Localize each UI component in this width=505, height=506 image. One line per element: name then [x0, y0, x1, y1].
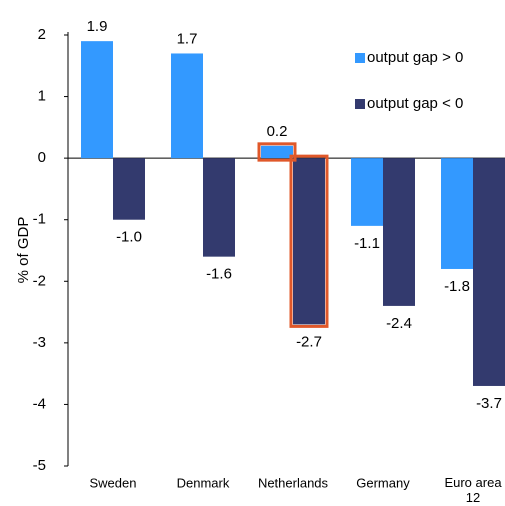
data-label: -3.7 — [476, 395, 502, 412]
bar — [293, 158, 325, 325]
y-tick-label: -5 — [33, 457, 46, 474]
y-tick-label: 0 — [38, 149, 46, 166]
data-label: -1.1 — [354, 235, 380, 252]
legend-swatch — [355, 99, 365, 109]
data-label: 0.2 — [267, 123, 288, 140]
legend-label: output gap > 0 — [367, 49, 463, 66]
y-tick-label: -1 — [33, 211, 46, 228]
legend-label: output gap < 0 — [367, 95, 463, 112]
y-tick-label: -3 — [33, 334, 46, 351]
legend-swatch — [355, 53, 365, 63]
bar — [351, 158, 383, 226]
highlight-box — [289, 154, 329, 328]
x-tick-label: Euro area 12 — [444, 475, 502, 505]
y-tick-label: -4 — [33, 395, 46, 412]
bar — [81, 41, 113, 159]
data-label: -1.0 — [116, 229, 142, 246]
y-tick-label: -2 — [33, 272, 46, 289]
bar — [473, 158, 505, 386]
x-tick-label-line: 12 — [466, 490, 480, 505]
data-label: -1.8 — [444, 278, 470, 295]
data-label: 1.7 — [177, 30, 198, 47]
data-label: -2.7 — [296, 333, 322, 350]
data-label: 1.9 — [87, 18, 108, 35]
y-tick-label: 2 — [38, 26, 46, 43]
x-tick-label: Sweden — [90, 475, 137, 490]
y-axis-label: % of GDP — [15, 217, 32, 284]
bar — [383, 158, 415, 306]
x-tick-label-line: Euro area — [444, 475, 502, 490]
highlight-box — [257, 142, 297, 162]
y-tick-label: 1 — [38, 88, 46, 105]
bar — [441, 158, 473, 269]
x-tick-label: Germany — [356, 475, 410, 490]
x-tick-label: Denmark — [177, 475, 230, 490]
x-tick-label: Netherlands — [258, 475, 329, 490]
bar — [203, 158, 235, 257]
data-label: -1.6 — [206, 266, 232, 283]
bar — [113, 158, 145, 220]
bar — [261, 145, 293, 159]
bar — [171, 53, 203, 159]
data-label: -2.4 — [386, 315, 412, 332]
